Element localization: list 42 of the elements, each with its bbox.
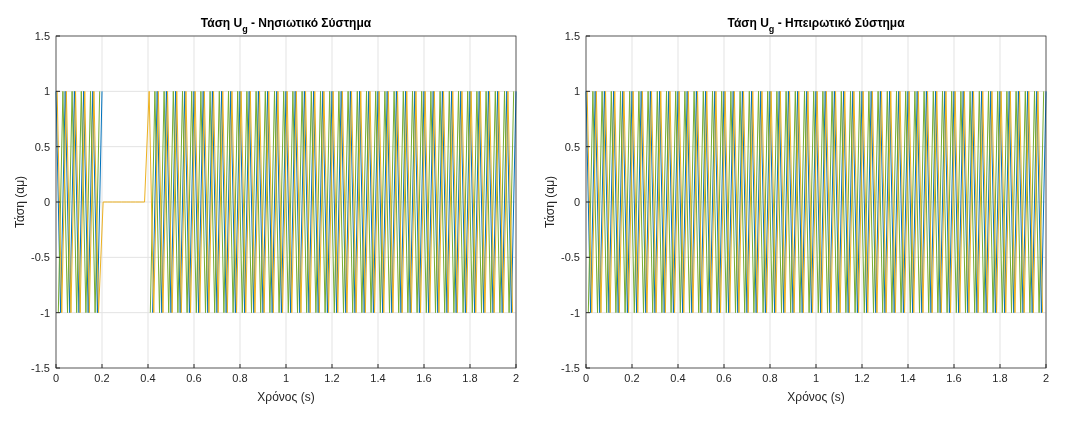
x-tick-label: 0.4: [140, 372, 156, 384]
x-tick-label: 1.8: [992, 372, 1008, 384]
chart-title: Τάση U$_{g}$ - Νησιωτικό Σύστημα: [200, 16, 372, 34]
x-tick-label: 0.4: [670, 372, 686, 384]
y-tick-label: -1: [570, 306, 580, 319]
y-tick-label: 0: [43, 196, 50, 208]
x-axis-title: Χρόνος (s): [257, 390, 315, 404]
x-tick-label: 2: [1042, 372, 1050, 384]
x-tick-label: 1.6: [946, 372, 962, 384]
y-tick-label: 0.5: [564, 140, 580, 153]
y-tick-label: -1.5: [31, 362, 50, 374]
x-tick-label: 1: [812, 372, 820, 384]
x-tick-label: 1.4: [900, 372, 916, 384]
x-tick-label: 1.2: [854, 372, 870, 384]
x-tick-label: 1.2: [324, 372, 340, 384]
y-tick-label: -1.5: [561, 362, 580, 374]
y-tick-label: -0.5: [561, 251, 580, 264]
y-tick-label: 1: [43, 85, 50, 98]
chart-title: Τάση U$_{g}$ - Ηπειρωτικό Σύστημα: [727, 16, 906, 34]
x-tick-label: 0.8: [232, 372, 248, 384]
x-tick-label: 0.6: [186, 372, 202, 384]
y-tick-label: 1.5: [564, 30, 580, 42]
x-tick-label: 1.8: [462, 372, 478, 384]
x-tick-label: 0: [582, 372, 590, 384]
x-tick-label: 1.6: [416, 372, 432, 384]
y-tick-label: -0.5: [31, 251, 50, 264]
x-tick-label: 0.6: [716, 372, 732, 384]
x-tick-label: 0.8: [762, 372, 778, 384]
y-tick-label: 0: [573, 196, 580, 208]
x-axis-title: Χρόνος (s): [787, 390, 845, 404]
y-tick-label: 1: [573, 85, 580, 98]
y-axis-title: Τάση (αμ): [543, 175, 557, 229]
y-tick-label: -1: [40, 306, 50, 319]
x-tick-label: 0.2: [94, 372, 110, 384]
x-tick-label: 2: [512, 372, 520, 384]
x-tick-label: 1: [282, 372, 290, 384]
y-axis-title: Τάση (αμ): [13, 175, 27, 229]
x-tick-label: 0.2: [624, 372, 640, 384]
x-tick-label: 0: [52, 372, 60, 384]
y-tick-label: 1.5: [34, 30, 50, 42]
y-tick-label: 0.5: [34, 140, 50, 153]
x-tick-label: 1.4: [370, 372, 386, 384]
